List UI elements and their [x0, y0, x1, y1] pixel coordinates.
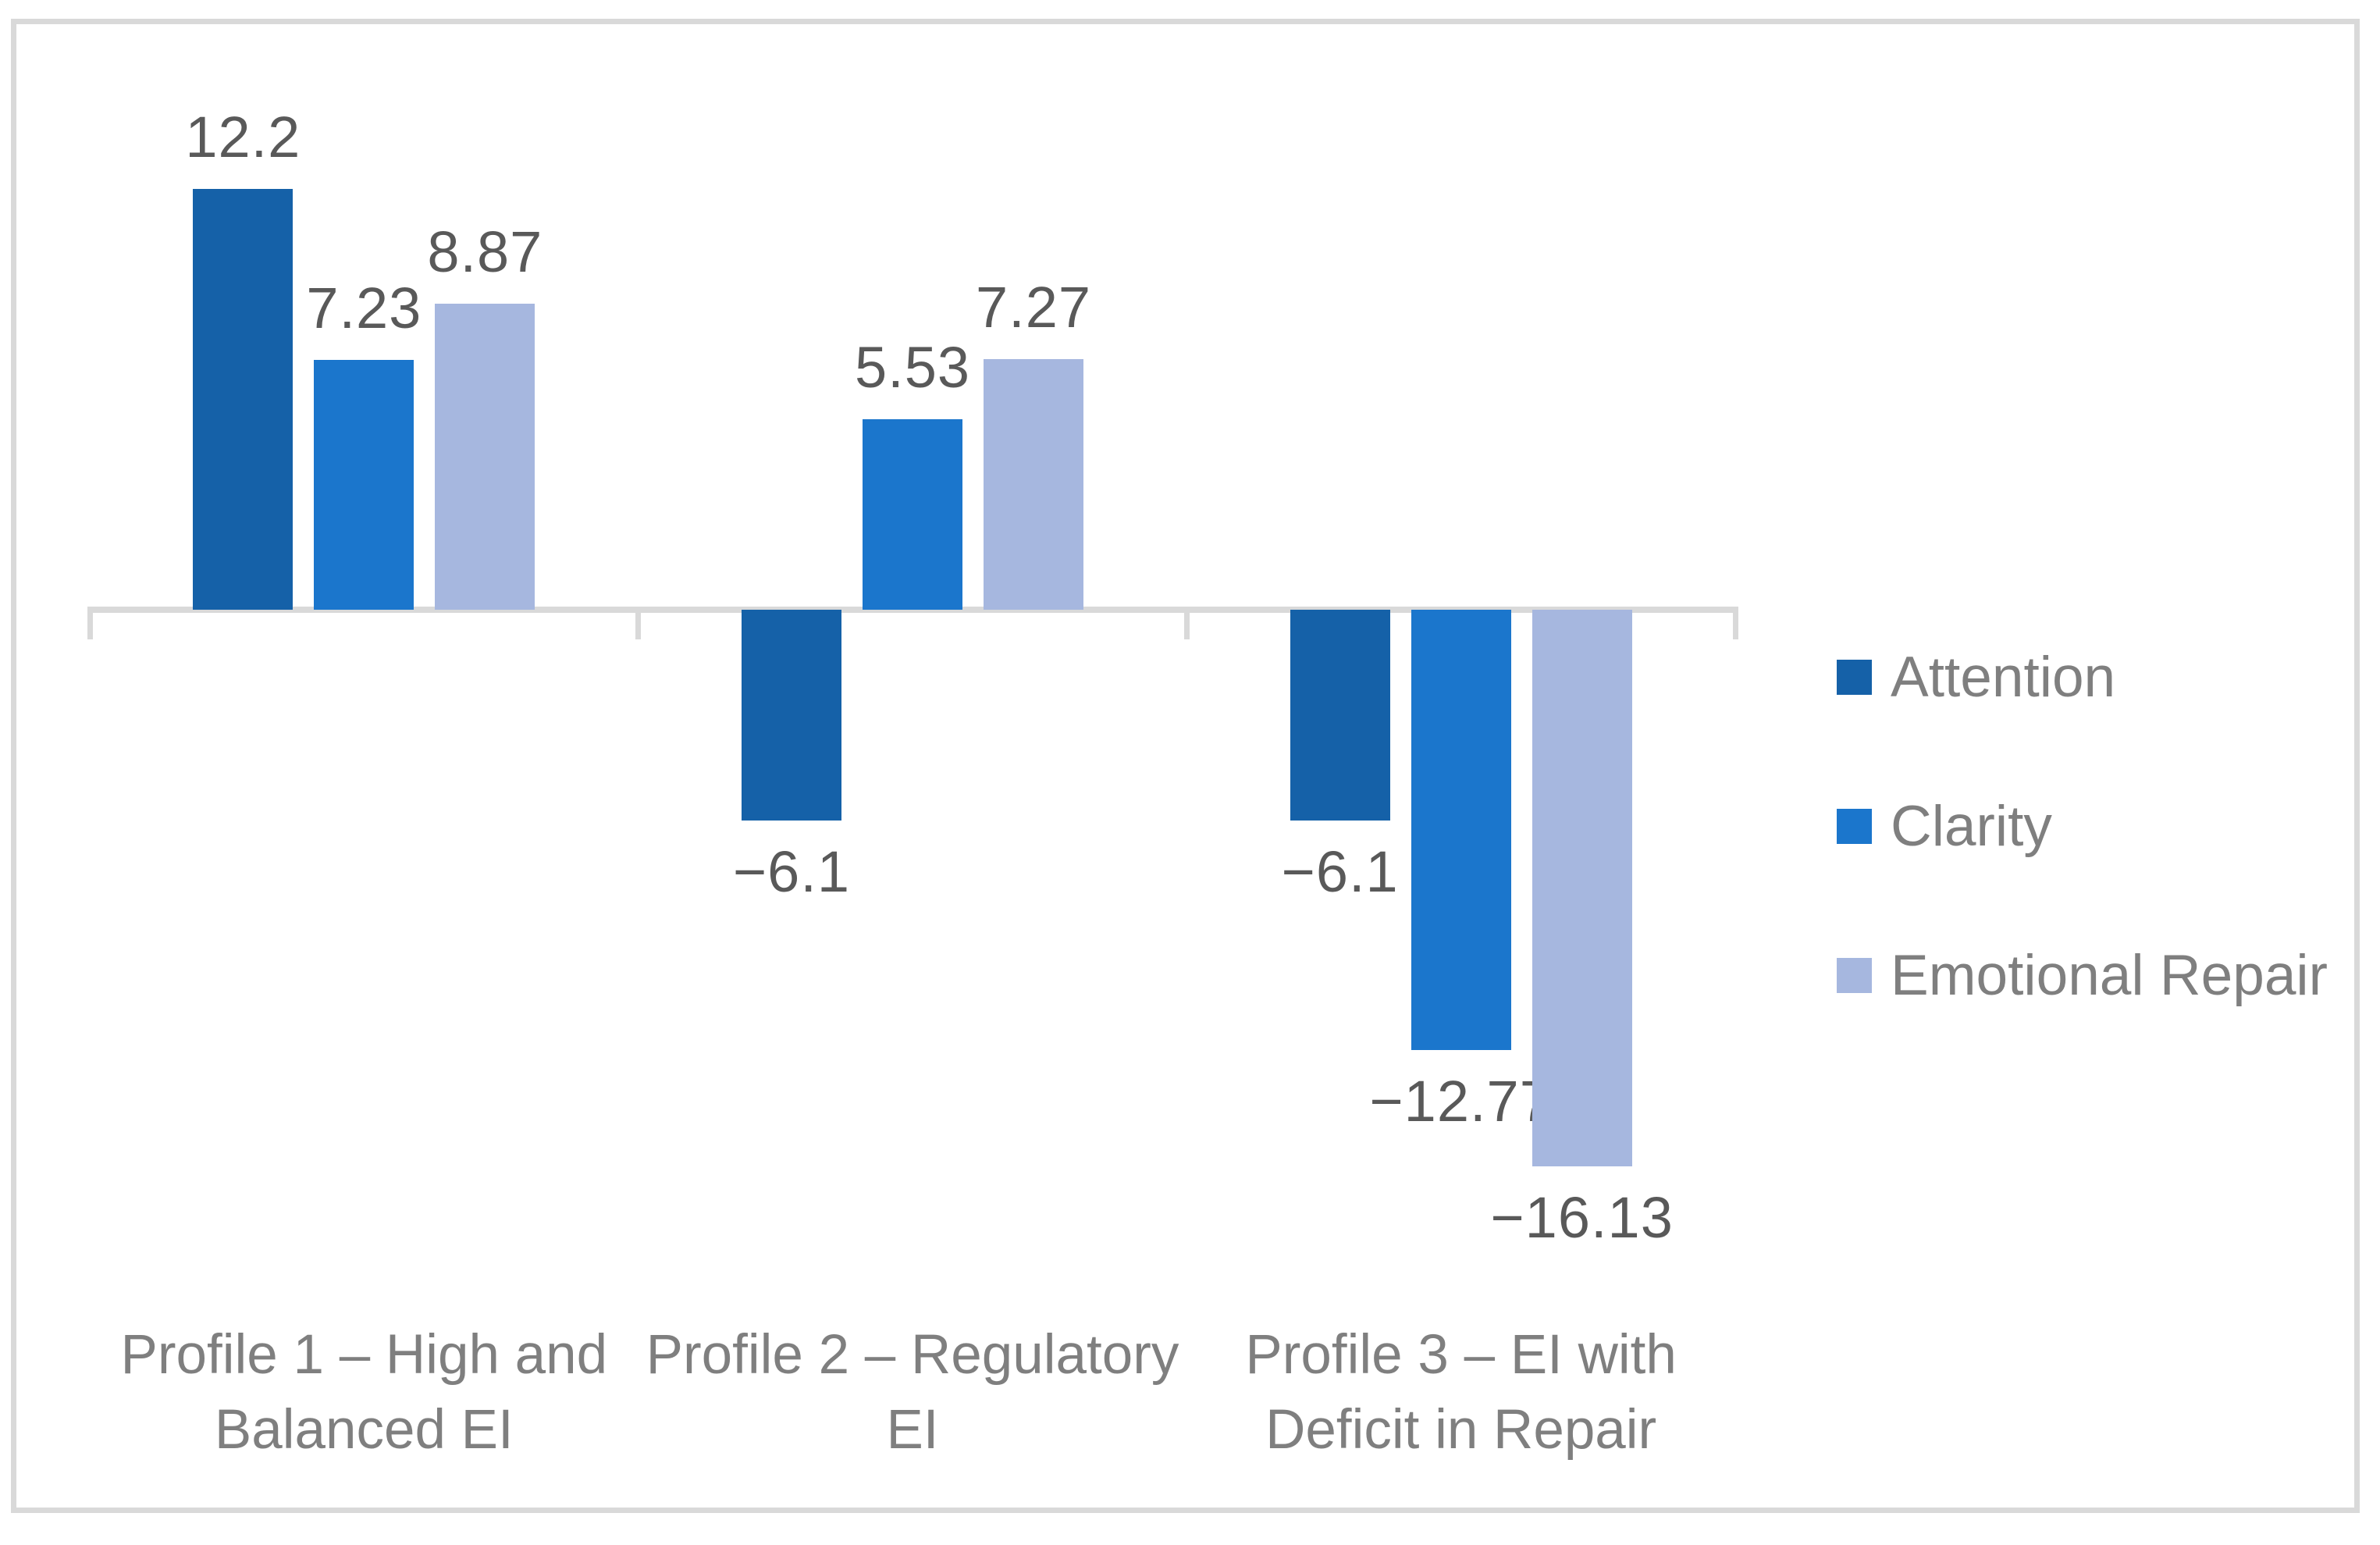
legend-label: Emotional Repair: [1891, 944, 2328, 1007]
bar-emotional-repair-cat2: [984, 358, 1083, 610]
bar-attention-cat2: [742, 610, 841, 821]
x-axis-tick: [87, 607, 93, 639]
category-label-line: Balanced EI: [214, 1399, 514, 1461]
legend-swatch-icon: [1837, 660, 1872, 695]
x-axis-line: [90, 607, 1735, 613]
legend-item-clarity: Clarity: [1837, 791, 2328, 862]
category-label-line: Profile 2 – Regulatory: [646, 1324, 1179, 1386]
bar-emotional-repair-cat3: [1532, 610, 1632, 1166]
category-label-line: Profile 1 – High and: [120, 1324, 608, 1386]
category-label-line: Profile 3 – EI with: [1245, 1324, 1677, 1386]
value-label: −6.1: [732, 838, 851, 904]
chart-frame-border: [11, 19, 2360, 1513]
category-label-2: Profile 2 – Regulatory EI: [616, 1318, 1209, 1468]
legend-swatch-icon: [1837, 809, 1872, 844]
legend-swatch-icon: [1837, 958, 1872, 993]
bar-clarity-cat1: [314, 360, 414, 610]
bar-clarity-cat3: [1411, 610, 1511, 1051]
category-label-3: Profile 3 – EI with Deficit in Repair: [1165, 1318, 1758, 1468]
value-label: −16.13: [1490, 1184, 1674, 1250]
x-axis-tick: [1183, 607, 1190, 639]
legend-label: Attention: [1891, 646, 2116, 709]
category-label-1: Profile 1 – High and Balanced EI: [67, 1318, 660, 1468]
value-label: 5.53: [854, 334, 971, 400]
legend: Attention Clarity Emotional Repair: [1837, 642, 2328, 1011]
value-label: 7.23: [306, 276, 422, 341]
value-label: −12.77: [1369, 1069, 1553, 1134]
category-label-line: Deficit in Repair: [1265, 1399, 1657, 1461]
x-axis-tick: [1732, 607, 1738, 639]
bar-attention-cat3: [1290, 610, 1390, 821]
legend-label: Clarity: [1891, 795, 2052, 858]
category-label-line: EI: [886, 1399, 939, 1461]
value-label: 7.27: [975, 274, 1092, 340]
legend-item-attention: Attention: [1837, 642, 2328, 713]
x-axis-tick: [635, 607, 642, 639]
bar-clarity-cat2: [863, 418, 962, 610]
value-label: 12.2: [185, 104, 301, 169]
legend-item-emotional-repair: Emotional Repair: [1837, 940, 2328, 1011]
bar-attention-cat1: [193, 188, 293, 610]
bar-emotional-repair-cat1: [435, 303, 535, 610]
value-label: −6.1: [1281, 838, 1399, 904]
value-label: 8.87: [427, 219, 543, 284]
